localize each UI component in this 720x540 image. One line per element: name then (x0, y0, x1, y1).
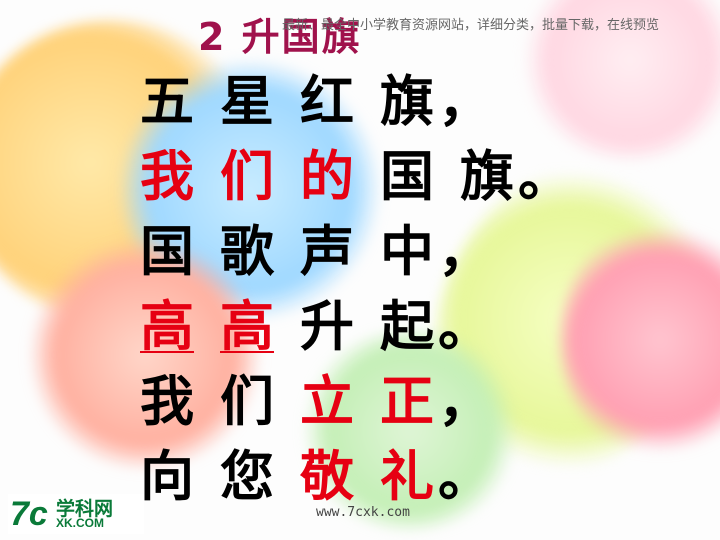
poem-char-highlight: 的 (300, 145, 354, 208)
logo-mark: 7c (10, 495, 48, 533)
poem-char: 我 (140, 370, 194, 433)
poem-char: 国 (140, 220, 194, 283)
poem-punctuation: 。 (438, 295, 492, 358)
poem-char: 星 (220, 70, 274, 133)
poem-char-highlight: 高 (220, 295, 274, 358)
poem-char-highlight: 正 (380, 370, 434, 433)
poem-char: 旗 (380, 70, 434, 133)
poem-char-highlight: 们 (220, 145, 274, 208)
poem-char-highlight: 我 (140, 145, 194, 208)
poem-punctuation: 。 (438, 445, 492, 508)
poem-char: 旗 (460, 145, 514, 208)
poem-char: 们 (220, 370, 274, 433)
website-url[interactable]: www.7cxk.com (316, 505, 410, 520)
bg-bubble-peach (30, 240, 260, 470)
poem-char: 红 (300, 70, 354, 133)
poem-char: 您 (220, 445, 274, 508)
poem-char-highlight: 礼 (380, 445, 434, 508)
poem-char: 升 (300, 295, 354, 358)
bg-bubble-pink (560, 220, 720, 460)
logo-name-en: XK.COM (56, 516, 104, 530)
poem-char-highlight: 高 (140, 295, 194, 358)
header-banner: 最新、最全中小学教育资源网站，详细分类，批量下载，在线预览 (282, 18, 660, 33)
poem-char: 向 (140, 445, 194, 508)
poem-char: 五 (140, 70, 194, 133)
poem-char: 歌 (220, 220, 274, 283)
poem-char: 声 (300, 220, 354, 283)
poem-char-highlight: 敬 (300, 445, 354, 508)
poem-punctuation: 。 (518, 145, 572, 208)
poem-punctuation: ， (438, 220, 492, 283)
poem-punctuation: ， (438, 370, 492, 433)
poem-punctuation: ， (438, 70, 492, 133)
poem-char: 国 (380, 145, 434, 208)
lesson-title: 2 升国旗 (198, 15, 362, 59)
poem-char: 起 (380, 295, 434, 358)
poem-char-highlight: 立 (300, 370, 354, 433)
poem-char: 中 (380, 220, 434, 283)
logo-name-cn: 学科网 (56, 498, 114, 520)
bg-bubble-green (300, 330, 520, 530)
xkcom-logo[interactable]: 7c 学科网 XK.COM (8, 494, 144, 534)
